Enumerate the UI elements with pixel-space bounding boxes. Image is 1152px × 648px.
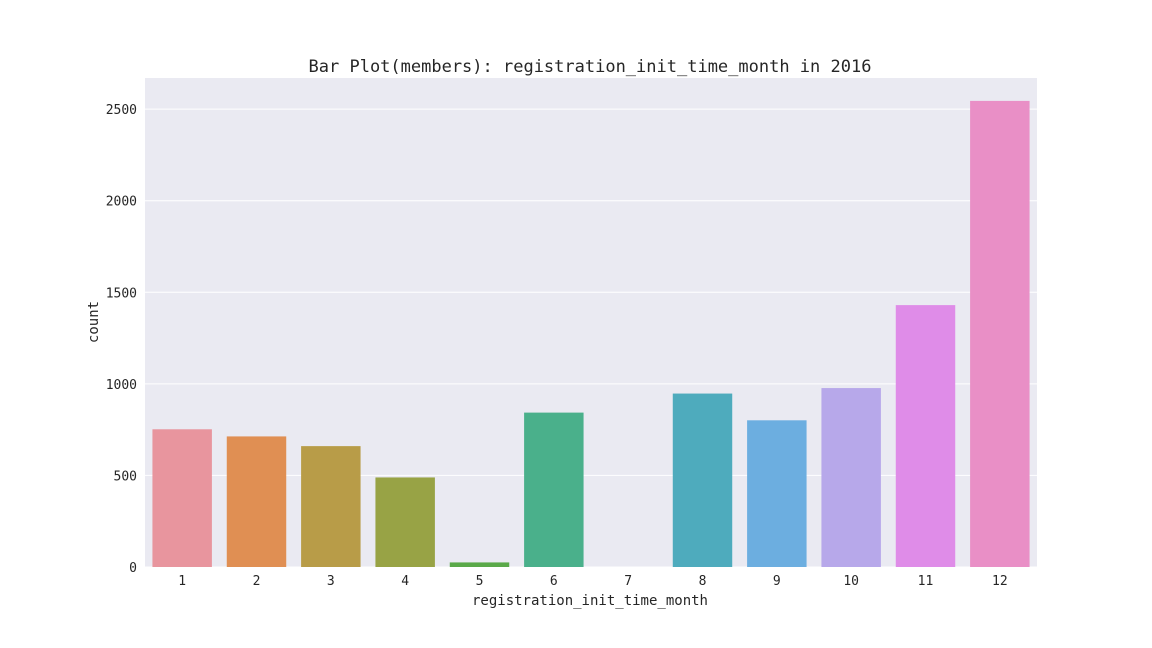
y-tick-label: 0 (129, 561, 137, 576)
bar-10 (821, 388, 881, 567)
x-tick-label: 7 (624, 574, 632, 589)
y-axis-ticks: 0 500 1000 1500 2000 2500 (106, 103, 137, 576)
x-axis-ticks: 1 2 3 4 5 6 7 8 9 10 11 12 (178, 574, 1007, 589)
y-axis-label: count (86, 301, 102, 343)
bar-5 (449, 562, 510, 567)
plot-area (145, 78, 1037, 567)
bar-12 (970, 100, 1030, 568)
x-axis-label: registration_init_time_month (472, 593, 708, 609)
y-tick-label: 1500 (106, 286, 137, 301)
bar-4 (375, 477, 435, 567)
x-tick-label: 1 (178, 574, 186, 589)
grid-lines (145, 108, 1037, 568)
bars (152, 100, 1030, 568)
bar-3 (301, 446, 361, 567)
x-tick-label: 2 (253, 574, 261, 589)
bar-11 (895, 305, 956, 567)
x-tick-label: 11 (918, 574, 934, 589)
y-tick-label: 1000 (106, 378, 137, 393)
bar-1 (152, 429, 212, 567)
bar-8 (672, 393, 733, 567)
x-tick-label: 9 (773, 574, 781, 589)
x-tick-label: 6 (550, 574, 558, 589)
y-tick-label: 2000 (106, 195, 137, 210)
x-tick-label: 12 (992, 574, 1008, 589)
x-tick-label: 4 (401, 574, 409, 589)
y-tick-label: 500 (114, 469, 137, 484)
bar-6 (524, 412, 584, 567)
x-tick-label: 8 (699, 574, 707, 589)
x-tick-label: 3 (327, 574, 335, 589)
x-tick-label: 10 (843, 574, 859, 589)
bar-9 (747, 420, 807, 567)
x-tick-label: 5 (476, 574, 484, 589)
chart-title: Bar Plot(members): registration_init_tim… (309, 57, 872, 77)
y-tick-label: 2500 (106, 103, 137, 118)
bar-2 (226, 436, 287, 567)
